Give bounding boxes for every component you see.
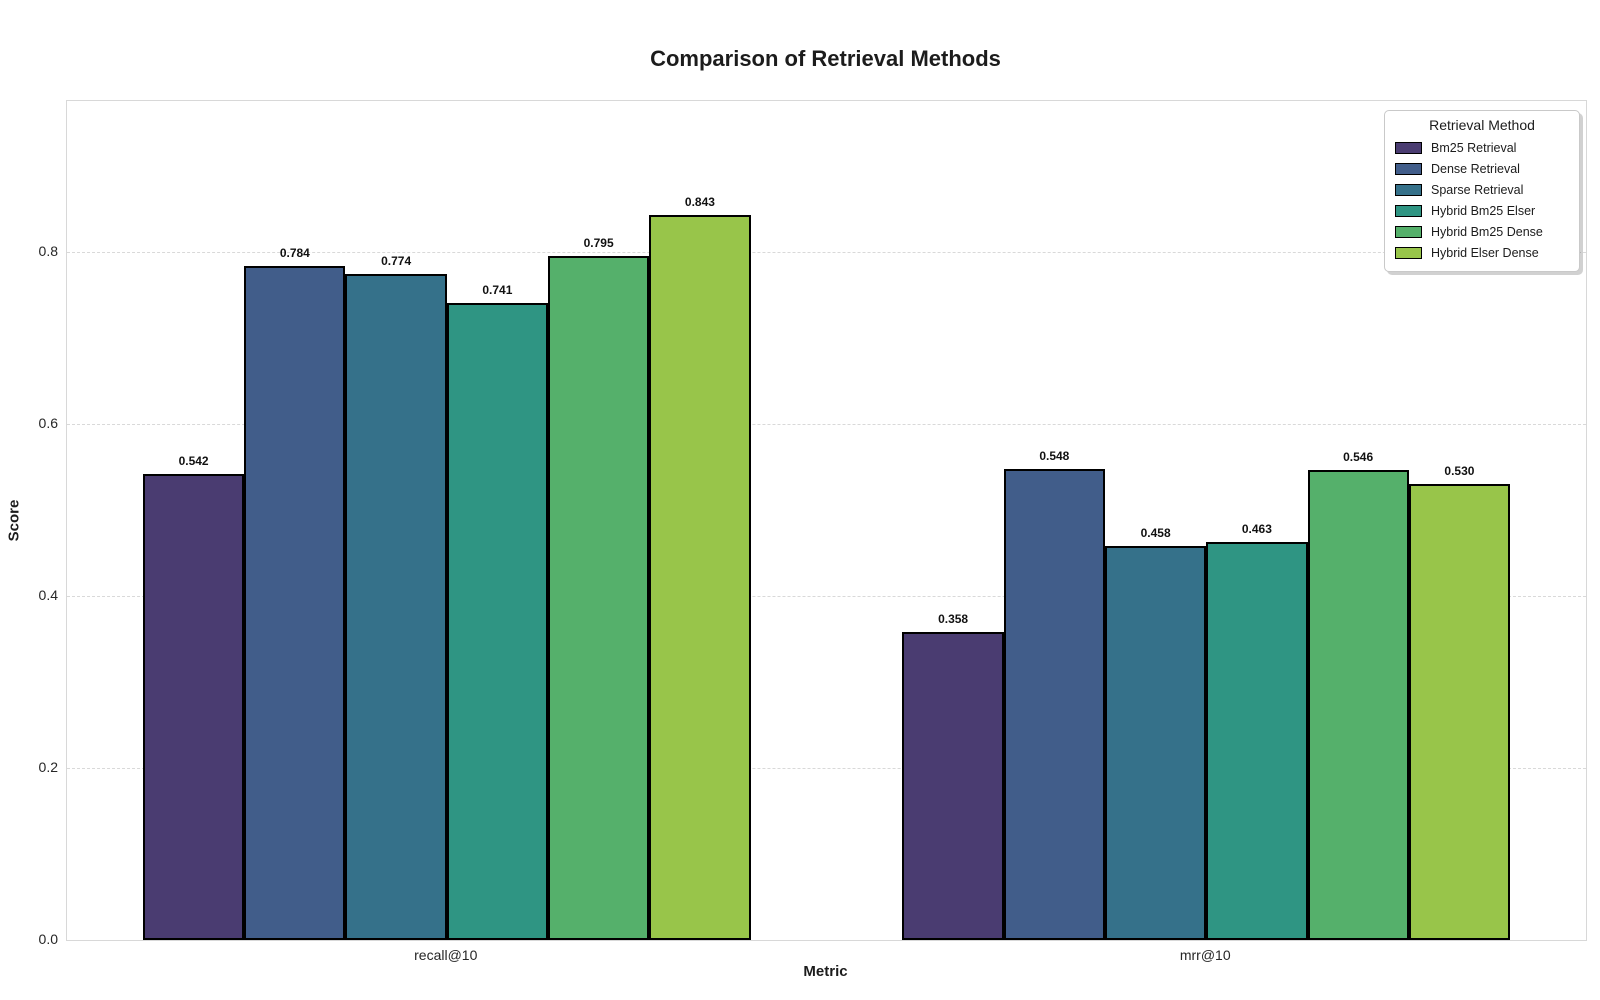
legend-entry: Sparse Retrieval (1395, 179, 1569, 200)
bar-value-label: 0.542 (178, 453, 209, 468)
legend-entry: Bm25 Retrieval (1395, 137, 1569, 158)
y-tick-label: 0.2 (38, 759, 58, 775)
bar (548, 256, 650, 940)
legend-swatch-icon (1395, 225, 1422, 238)
y-axis-label: Score (5, 499, 23, 542)
x-axis-label: Metric (803, 963, 848, 980)
bar-value-label: 0.548 (1039, 448, 1070, 463)
legend-entry: Dense Retrieval (1395, 158, 1569, 179)
y-tick-label: 0.6 (38, 415, 58, 431)
legend-swatch-icon (1395, 246, 1422, 259)
bar (1408, 484, 1511, 940)
legend-entry: Hybrid Bm25 Dense (1395, 221, 1569, 242)
bar-value-label: 0.843 (684, 195, 715, 210)
x-tick-label: recall@10 (414, 947, 478, 963)
bar (649, 215, 751, 940)
bar (1104, 546, 1207, 940)
legend-label: Dense Retrieval (1431, 161, 1520, 176)
bar-value-label: 0.546 (1343, 450, 1374, 465)
legend-swatch-icon (1395, 204, 1422, 217)
bar (1307, 470, 1409, 940)
bar (244, 265, 346, 940)
gridline (67, 768, 1586, 769)
bar-value-label: 0.774 (381, 254, 412, 269)
legend-entries: Bm25 Retrieval Dense Retrieval Sparse Retr… (1395, 137, 1569, 263)
legend-label: Hybrid Bm25 Dense (1431, 224, 1543, 239)
legend-entry: Hybrid Bm25 Elser (1395, 200, 1569, 221)
bar-value-label: 0.463 (1241, 521, 1272, 536)
bar (902, 632, 1004, 940)
bar (446, 302, 549, 940)
bar (1206, 541, 1308, 940)
gridline (67, 596, 1586, 597)
legend-entry: Hybrid Elser Dense (1395, 242, 1569, 263)
chart-title: Comparison of Retrieval Methods (650, 46, 1001, 71)
legend-swatch-icon (1395, 141, 1422, 154)
plot-area: 0.542 0.784 0.774 0.741 0.795 0.843 0.358 0.548… (66, 100, 1587, 941)
bar-value-label: 0.784 (279, 245, 310, 260)
legend-label: Hybrid Elser Dense (1431, 245, 1539, 260)
legend-label: Sparse Retrieval (1431, 182, 1524, 197)
bar (345, 274, 447, 940)
legend-swatch-icon (1395, 183, 1422, 196)
gridline (67, 424, 1586, 425)
legend-title: Retrieval Method (1429, 117, 1535, 133)
bar (142, 473, 245, 940)
legend-label: Hybrid Bm25 Elser (1431, 203, 1536, 218)
legend-swatch-icon (1395, 162, 1422, 175)
legend-label: Bm25 Retrieval (1431, 140, 1517, 155)
bar-value-label: 0.741 (482, 282, 513, 297)
y-tick-label: 0.8 (38, 243, 58, 259)
bar-value-label: 0.795 (583, 236, 614, 251)
bar (1003, 468, 1105, 940)
bar-value-label: 0.530 (1444, 464, 1475, 479)
bar-value-label: 0.358 (938, 612, 969, 627)
legend: Retrieval Method Bm25 Retrieval Dense Ret… (1384, 110, 1580, 272)
y-tick-label: 0.0 (38, 931, 58, 947)
x-tick-label: mrr@10 (1179, 947, 1231, 963)
bar-value-label: 0.458 (1140, 526, 1171, 541)
gridline (67, 252, 1586, 253)
y-tick-label: 0.4 (38, 587, 58, 603)
